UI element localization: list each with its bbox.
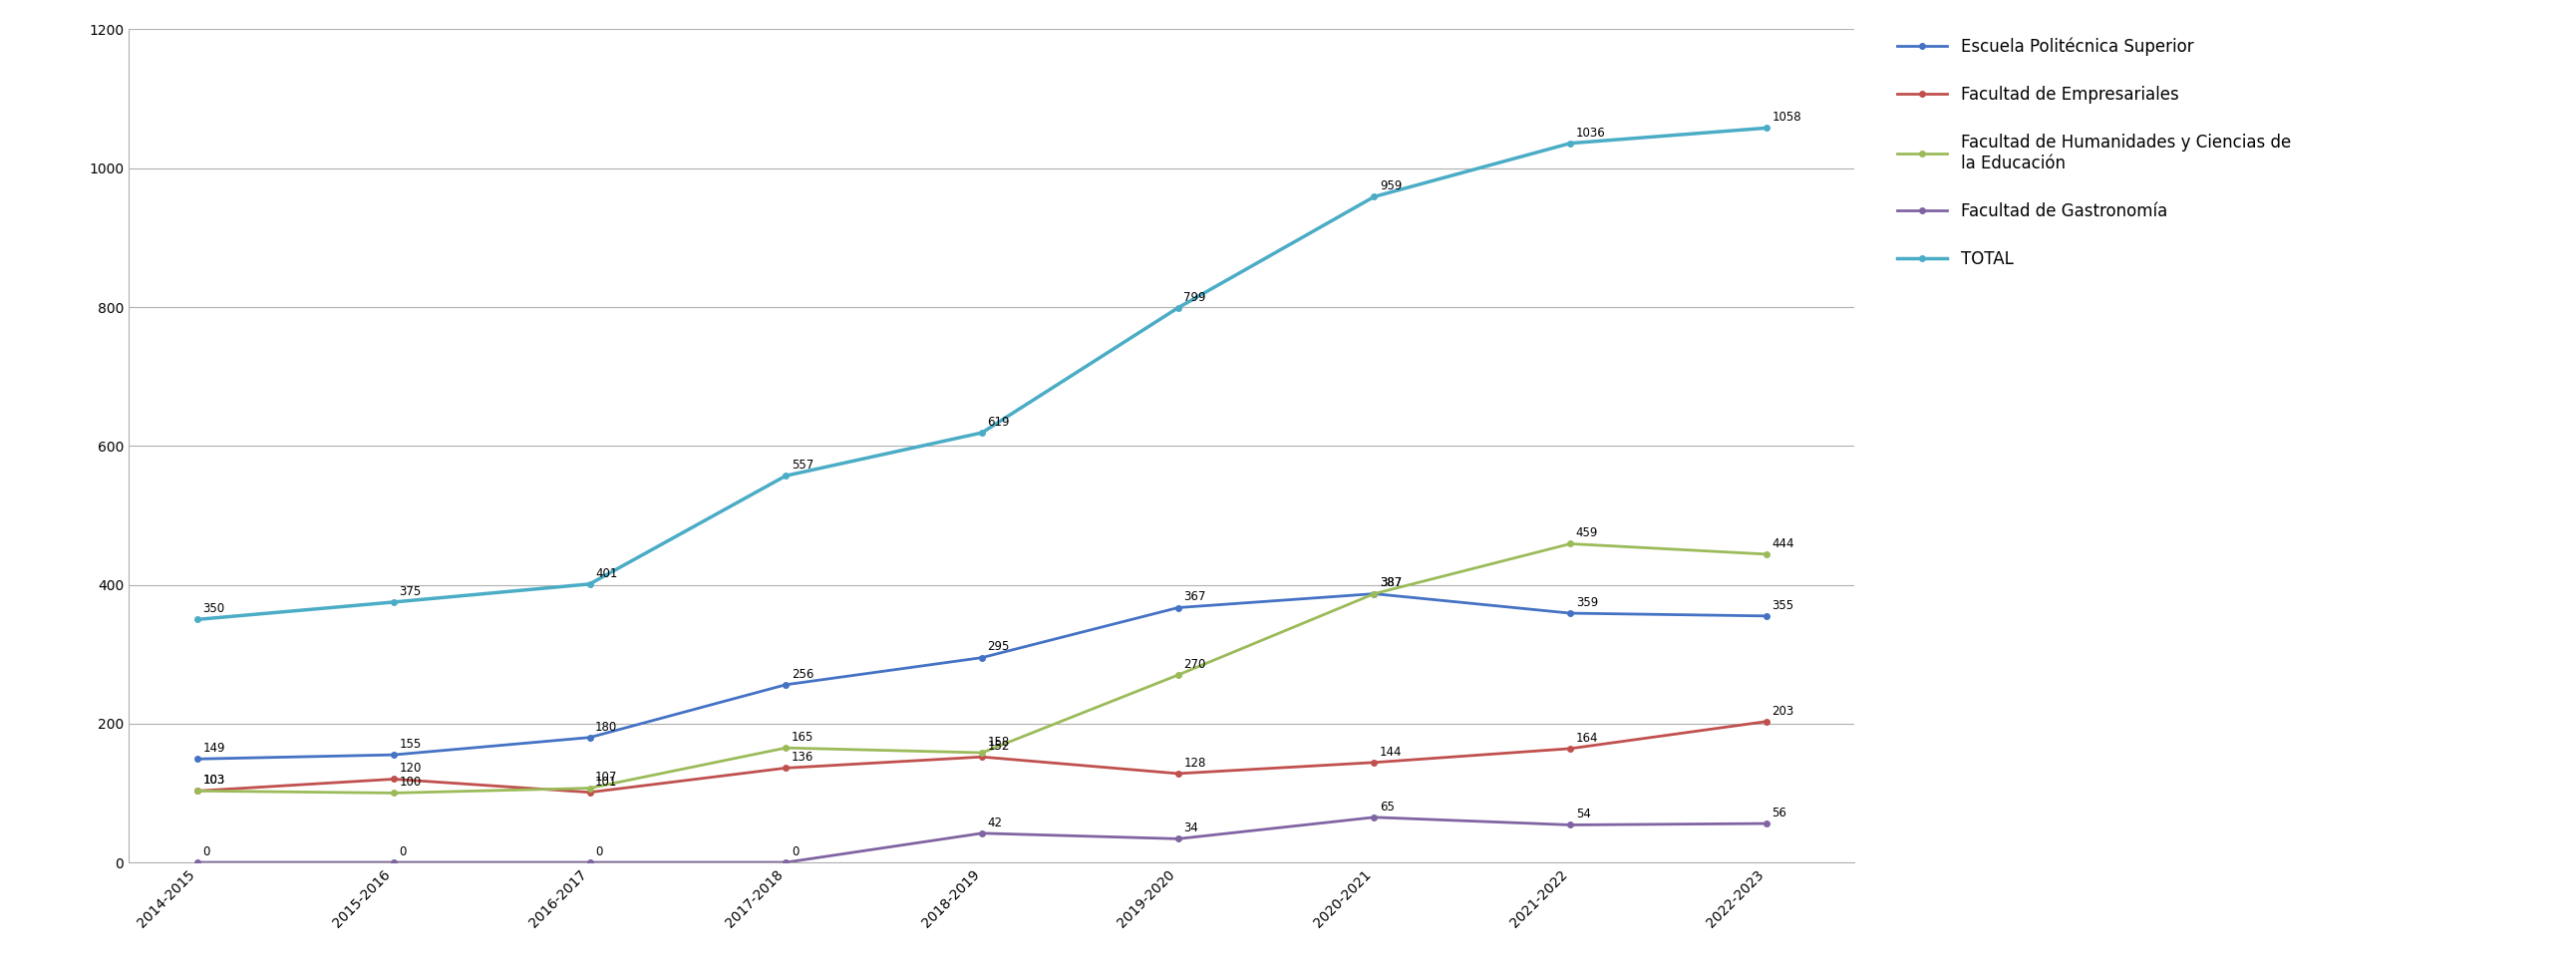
Text: 0: 0 xyxy=(399,846,407,858)
Text: 103: 103 xyxy=(204,774,224,787)
Text: 355: 355 xyxy=(1772,599,1793,612)
Text: 34: 34 xyxy=(1182,821,1198,835)
Text: 799: 799 xyxy=(1182,291,1206,304)
Text: 42: 42 xyxy=(987,816,1002,829)
Text: 54: 54 xyxy=(1577,808,1592,821)
Text: 0: 0 xyxy=(204,846,211,858)
Text: 0: 0 xyxy=(595,846,603,858)
Text: 120: 120 xyxy=(399,762,422,775)
Text: 164: 164 xyxy=(1577,731,1597,745)
Text: 295: 295 xyxy=(987,641,1010,654)
Text: 387: 387 xyxy=(1381,576,1401,590)
Text: 152: 152 xyxy=(987,740,1010,753)
Text: 103: 103 xyxy=(204,774,224,787)
Text: 0: 0 xyxy=(791,846,799,858)
Text: 158: 158 xyxy=(987,736,1010,749)
Text: 1036: 1036 xyxy=(1577,126,1605,139)
Legend: Escuela Politécnica Superior, Facultad de Empresariales, Facultad de Humanidades: Escuela Politécnica Superior, Facultad d… xyxy=(1899,37,2290,269)
Text: 165: 165 xyxy=(791,731,814,744)
Text: 350: 350 xyxy=(204,603,224,615)
Text: 387: 387 xyxy=(1381,576,1401,590)
Text: 401: 401 xyxy=(595,566,618,580)
Text: 100: 100 xyxy=(399,776,422,789)
Text: 270: 270 xyxy=(1182,658,1206,671)
Text: 203: 203 xyxy=(1772,705,1793,717)
Text: 155: 155 xyxy=(399,738,422,751)
Text: 136: 136 xyxy=(791,751,814,763)
Text: 128: 128 xyxy=(1182,757,1206,769)
Text: 444: 444 xyxy=(1772,537,1795,550)
Text: 459: 459 xyxy=(1577,526,1597,540)
Text: 375: 375 xyxy=(399,585,422,598)
Text: 557: 557 xyxy=(791,459,814,471)
Text: 56: 56 xyxy=(1772,807,1788,819)
Text: 619: 619 xyxy=(987,416,1010,428)
Text: 1058: 1058 xyxy=(1772,111,1801,123)
Text: 65: 65 xyxy=(1381,800,1394,813)
Text: 959: 959 xyxy=(1381,179,1401,192)
Text: 149: 149 xyxy=(204,742,227,755)
Text: 101: 101 xyxy=(595,775,618,788)
Text: 359: 359 xyxy=(1577,596,1597,609)
Text: 144: 144 xyxy=(1381,746,1401,759)
Text: 180: 180 xyxy=(595,720,618,733)
Text: 107: 107 xyxy=(595,771,618,784)
Text: 367: 367 xyxy=(1182,591,1206,604)
Text: 256: 256 xyxy=(791,667,814,680)
